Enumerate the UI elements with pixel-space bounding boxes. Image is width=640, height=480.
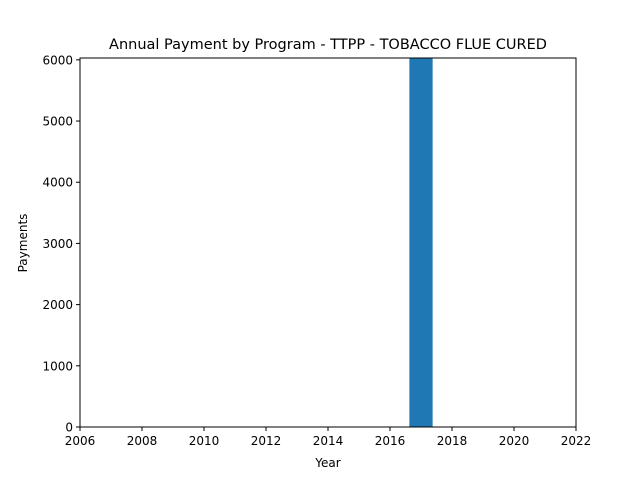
x-tick-label: 2022 — [561, 434, 592, 448]
y-axis-label: Payments — [16, 214, 30, 273]
y-tick-label: 1000 — [42, 359, 73, 373]
y-tick-label: 0 — [65, 421, 73, 435]
bar-2017 — [409, 58, 433, 427]
x-tick-label: 2008 — [127, 434, 158, 448]
x-tick-label: 2016 — [375, 434, 406, 448]
y-tick-label: 5000 — [42, 115, 73, 129]
x-axis-ticks: 2006 2008 2010 2012 2014 2016 2018 2020 2022 — [65, 427, 592, 448]
x-tick-label: 2018 — [437, 434, 468, 448]
y-axis-ticks: 0 1000 2000 3000 4000 5000 6000 — [42, 53, 80, 435]
chart-title: Annual Payment by Program - TTPP - TOBAC… — [109, 37, 547, 53]
x-tick-label: 2006 — [65, 434, 96, 448]
y-tick-label: 6000 — [42, 53, 73, 67]
y-tick-label: 3000 — [42, 237, 73, 251]
plot-frame — [79, 57, 577, 428]
y-tick-label: 2000 — [42, 298, 73, 312]
x-tick-label: 2014 — [313, 434, 344, 448]
x-axis-label: Year — [314, 456, 340, 470]
x-tick-label: 2020 — [499, 434, 530, 448]
x-tick-label: 2012 — [251, 434, 282, 448]
x-tick-label: 2010 — [189, 434, 220, 448]
bars-group — [409, 58, 433, 427]
y-tick-label: 4000 — [42, 176, 73, 190]
